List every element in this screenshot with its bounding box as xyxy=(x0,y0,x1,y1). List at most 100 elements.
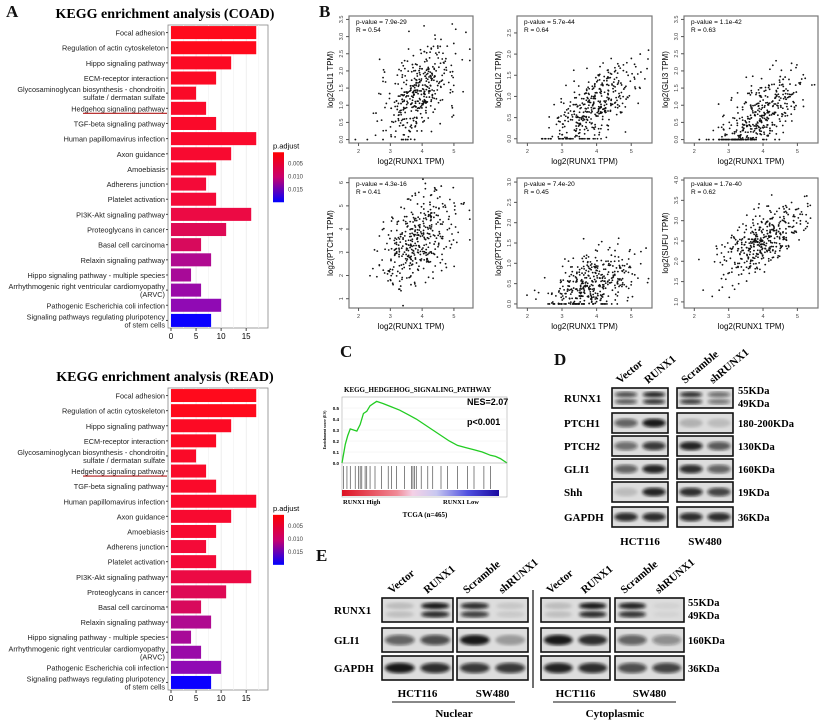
scatter-point xyxy=(588,267,591,270)
legend-title: p.adjust xyxy=(273,141,300,150)
scatter-point xyxy=(771,124,774,126)
scatter-point xyxy=(599,294,602,296)
scatter-point xyxy=(427,66,430,69)
kda-label: 55KDa xyxy=(738,386,770,397)
scatter-point xyxy=(427,213,430,216)
scatter-point xyxy=(756,121,759,124)
scatter-point xyxy=(612,87,614,90)
scatter-point xyxy=(618,92,620,95)
scatter-point xyxy=(585,269,588,272)
scatter-point xyxy=(606,273,609,276)
scatter-point xyxy=(722,128,725,131)
scatter-point xyxy=(415,116,418,119)
scatter-point xyxy=(589,264,592,267)
scatter-point xyxy=(411,232,414,235)
y-tick-label: sulfate / dermatan sulfate xyxy=(83,456,165,465)
scatter-point xyxy=(647,277,650,280)
scatter-point xyxy=(803,195,806,198)
scatter-point xyxy=(731,138,733,141)
scatter-point xyxy=(622,268,625,271)
scatter-point xyxy=(445,69,448,71)
panel-label-d: D xyxy=(554,350,567,369)
y-tick-label: 1.5 xyxy=(507,71,513,79)
scatter-point xyxy=(787,213,790,216)
y-tick-label: 3.5 xyxy=(339,16,345,24)
scatter-point xyxy=(741,119,744,122)
scatter-point xyxy=(779,104,782,107)
scatter-point xyxy=(752,111,754,114)
scatter-point xyxy=(617,277,619,280)
blot-membrane xyxy=(676,435,734,457)
scatter-point xyxy=(582,282,584,285)
scatter-point xyxy=(414,125,416,128)
scatter-point xyxy=(802,229,805,232)
scatter-point xyxy=(721,263,724,266)
scatter-point xyxy=(415,79,418,82)
scatter-point xyxy=(587,104,590,107)
x-tick-label: 4 xyxy=(421,314,424,320)
scatter-point xyxy=(768,102,771,105)
scatter-point xyxy=(416,268,419,271)
scatter-point xyxy=(578,268,581,271)
scatter-point xyxy=(575,103,578,106)
y-tick-label: 0.2 xyxy=(333,439,340,444)
scatter-point xyxy=(750,242,753,245)
scatter-point xyxy=(755,262,757,265)
scatter-point xyxy=(766,220,769,223)
scatter-point xyxy=(562,137,565,140)
scatter-point xyxy=(388,270,391,273)
scatter-point xyxy=(420,205,423,208)
r-annotation: R = 0.41 xyxy=(356,189,381,196)
protein-band xyxy=(578,602,607,610)
scatter-point xyxy=(720,126,723,129)
scatter-point xyxy=(607,77,610,79)
scatter-point xyxy=(449,71,452,73)
scatter-point xyxy=(394,135,397,138)
scatter-point xyxy=(587,107,589,109)
scatter-point xyxy=(613,284,616,287)
scatter-point xyxy=(402,253,405,256)
scatter-point xyxy=(751,238,754,241)
scatter-point xyxy=(764,247,767,250)
scatter-point xyxy=(413,77,416,80)
scatter-point xyxy=(727,138,729,141)
protein-band xyxy=(617,662,647,674)
scatter-point xyxy=(421,67,423,70)
scatter-point xyxy=(769,127,771,130)
scatter-point xyxy=(438,207,440,210)
scatter-point xyxy=(561,285,564,288)
scatter-point xyxy=(448,215,451,218)
scatter-point xyxy=(430,75,432,78)
scatter-point xyxy=(452,186,455,189)
scatter-point xyxy=(598,133,600,136)
scatter-point xyxy=(413,86,416,89)
scatter-point xyxy=(382,76,384,79)
y-tick-label: 2.0 xyxy=(507,219,513,227)
scatter-point xyxy=(407,249,410,252)
runx1-high-label: RUNX1 High xyxy=(343,499,381,506)
scatter-point xyxy=(437,101,440,104)
scatter-point xyxy=(452,76,455,79)
scatter-point xyxy=(759,118,762,120)
scatter-point xyxy=(421,248,423,251)
scatter-point xyxy=(582,265,585,268)
protein-band xyxy=(496,602,525,610)
scatter-point xyxy=(443,68,446,71)
scatter-point xyxy=(569,288,572,291)
y-tick-label: ECM-receptor interaction xyxy=(84,437,165,446)
scatter-point xyxy=(401,245,404,248)
scatter-point xyxy=(429,104,432,107)
scatter-point xyxy=(411,99,414,102)
scatter-point xyxy=(583,115,586,118)
scatter-point xyxy=(436,89,439,91)
scatter-point xyxy=(444,262,447,265)
scatter-point xyxy=(736,106,739,109)
bar xyxy=(171,41,257,55)
scatter-point xyxy=(422,178,424,181)
scatter-point xyxy=(439,261,442,264)
scatter-point xyxy=(640,250,642,253)
scatter-point xyxy=(784,102,786,105)
scatter-point xyxy=(593,134,596,136)
scatter-point xyxy=(592,102,595,105)
scatter-point xyxy=(409,258,412,260)
